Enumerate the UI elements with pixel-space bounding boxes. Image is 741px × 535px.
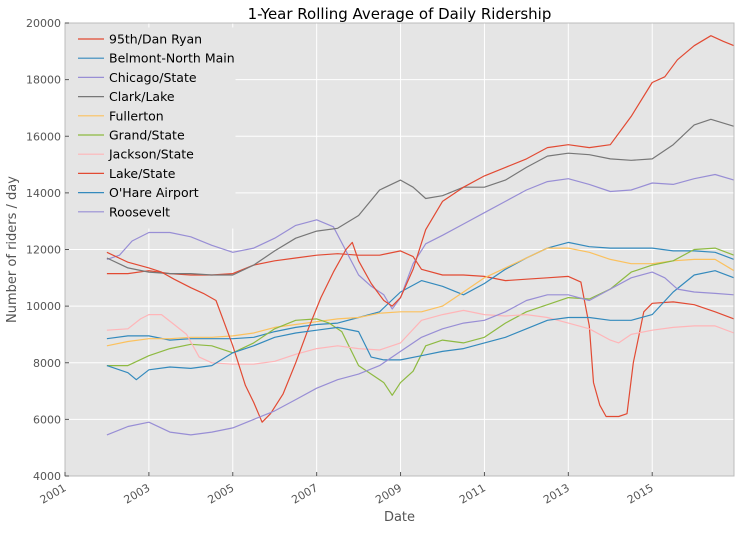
y-tick-label-0: 4000: [33, 470, 61, 483]
x-tick-label-4: 2009: [373, 481, 404, 506]
legend-label-4: Fullerton: [109, 108, 164, 123]
axis-ticks: 2001 2003 2005 2007 2009 2011 2013 2015 4000 6000…: [26, 17, 656, 507]
legend: 95th/Dan Ryan Belmont-North Main Chicago/S…: [69, 27, 236, 229]
y-tick-label-7: 18000: [26, 74, 61, 87]
y-tick-label-6: 16000: [26, 130, 61, 143]
y-tick-label-4: 12000: [26, 244, 61, 257]
series-line-5: [106, 247, 735, 396]
x-tick-label-7: 2015: [625, 481, 656, 506]
y-tick-label-2: 8000: [33, 357, 61, 370]
legend-label-7: Lake/State: [109, 166, 176, 181]
y-tick-label-1: 6000: [33, 413, 61, 426]
x-axis-label: Date: [384, 510, 415, 525]
legend-label-8: O'Hare Airport: [109, 185, 199, 200]
y-tick-label-5: 14000: [26, 187, 61, 200]
legend-label-5: Grand/State: [109, 128, 185, 143]
legend-label-2: Chicago/State: [109, 70, 197, 85]
legend-label-3: Clark/Lake: [109, 89, 175, 104]
y-axis-label: Number of riders / day: [5, 176, 20, 323]
series-line-8: [106, 270, 735, 381]
series-line-7: [106, 35, 735, 423]
x-tick-label-2: 2005: [206, 481, 237, 506]
series-line-6: [106, 309, 735, 365]
series-lines: [106, 35, 735, 436]
series-line-3: [106, 118, 735, 276]
y-tick-label-8: 20000: [26, 17, 61, 30]
x-tick-label-5: 2011: [457, 481, 488, 506]
legend-box: [69, 27, 236, 229]
legend-label-9: Roosevelt: [109, 204, 170, 219]
series-line-9: [106, 271, 735, 436]
x-tick-label-3: 2007: [289, 481, 320, 506]
legend-label-0: 95th/Dan Ryan: [109, 32, 202, 47]
series-line-1: [106, 241, 735, 341]
x-tick-label-6: 2013: [541, 481, 572, 506]
y-tick-label-3: 10000: [26, 300, 61, 313]
series-line-0: [106, 250, 735, 418]
x-tick-label-1: 2003: [122, 481, 153, 506]
legend-label-1: Belmont-North Main: [109, 51, 235, 66]
chart-title: 1-Year Rolling Average of Daily Ridershi…: [248, 5, 552, 23]
series-line-2: [106, 173, 735, 310]
x-tick-label-0: 2001: [38, 481, 69, 506]
legend-label-6: Jackson/State: [108, 147, 194, 162]
series-line-4: [106, 247, 735, 347]
